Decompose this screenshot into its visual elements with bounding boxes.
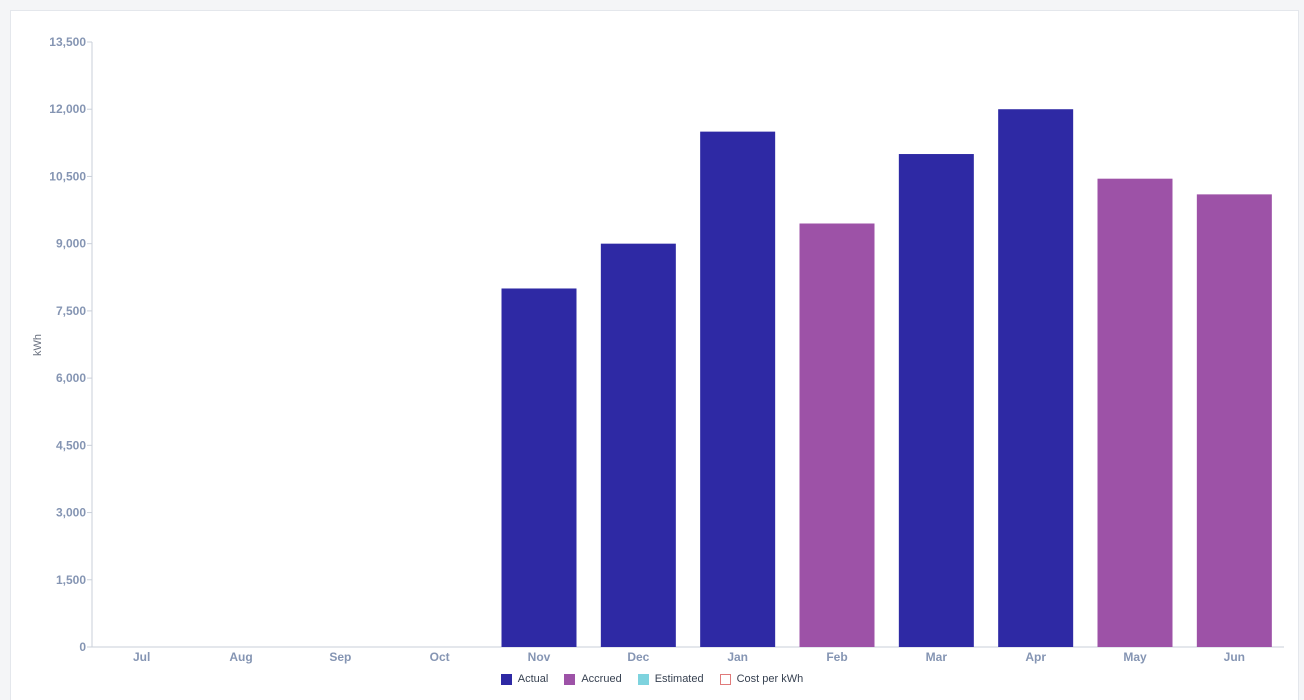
y-axis-label: kWh xyxy=(32,334,44,356)
y-tick-label: 4,500 xyxy=(56,438,86,452)
bar-dec[interactable] xyxy=(600,243,676,647)
y-tick-label: 12,000 xyxy=(49,102,86,116)
legend-item-cost-per-kwh[interactable]: Cost per kWh xyxy=(719,673,804,685)
y-tick-label: 9,000 xyxy=(56,237,86,251)
x-tick-label: Jul xyxy=(133,650,150,664)
y-tick-label: 13,500 xyxy=(49,35,86,49)
bar-apr[interactable] xyxy=(998,109,1074,647)
legend-swatch xyxy=(637,673,649,685)
x-tick-label: Sep xyxy=(329,650,351,664)
bar-nov[interactable] xyxy=(501,288,577,647)
x-tick-label: Jun xyxy=(1224,650,1245,664)
bar-feb[interactable] xyxy=(799,223,875,648)
legend-swatch xyxy=(719,673,731,685)
legend-swatch xyxy=(500,673,512,685)
x-tick-label: Mar xyxy=(926,650,948,664)
bars xyxy=(501,109,1272,648)
legend-label: Cost per kWh xyxy=(736,673,804,685)
bar-chart: 0 1,500 3,000 4,500 6,000 7,500 9,000 10,500 12,… xyxy=(32,35,1284,664)
x-tick-label: Aug xyxy=(229,650,252,664)
y-tick-label: 6,000 xyxy=(56,371,86,385)
x-tick-label: Feb xyxy=(826,650,847,664)
x-tick-label: May xyxy=(1123,650,1147,664)
y-axis: 0 1,500 3,000 4,500 6,000 7,500 9,000 10,500 12,… xyxy=(49,35,93,654)
legend-swatch xyxy=(564,673,576,685)
y-tick-label: 0 xyxy=(79,640,86,654)
y-tick-label: 3,000 xyxy=(56,506,86,520)
legend-item-actual[interactable]: Actual xyxy=(500,673,549,685)
x-tick-label: Apr xyxy=(1025,650,1046,664)
bar-mar[interactable] xyxy=(898,154,974,647)
x-tick-label: Dec xyxy=(627,650,649,664)
legend: Actual Accrued Estimated Cost per kWh xyxy=(0,673,1304,685)
legend-label: Estimated xyxy=(654,673,704,685)
legend-item-estimated[interactable]: Estimated xyxy=(637,673,704,685)
legend-label: Actual xyxy=(517,673,549,685)
x-axis: Jul Aug Sep Oct Nov Dec Jan Feb Mar Apr May Jun xyxy=(92,646,1284,664)
y-tick-label: 10,500 xyxy=(49,169,86,183)
x-tick-label: Jan xyxy=(727,650,748,664)
x-tick-label: Oct xyxy=(430,650,450,664)
legend-label: Accrued xyxy=(581,673,622,685)
y-tick-label: 1,500 xyxy=(56,573,86,587)
x-tick-label: Nov xyxy=(528,650,551,664)
y-tick-label: 7,500 xyxy=(56,304,86,318)
legend-item-accrued[interactable]: Accrued xyxy=(564,673,622,685)
bar-jun[interactable] xyxy=(1196,194,1272,648)
bar-may[interactable] xyxy=(1097,178,1173,647)
bar-jan[interactable] xyxy=(700,131,776,647)
